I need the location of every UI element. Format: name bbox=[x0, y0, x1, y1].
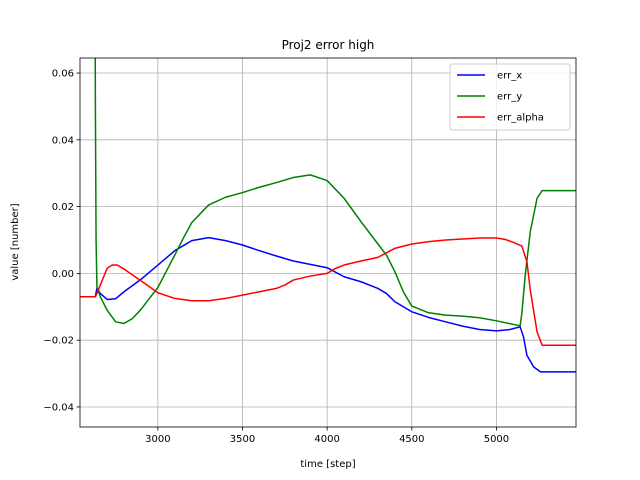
x-tick-label: 3000 bbox=[145, 434, 170, 445]
x-tick-label: 3500 bbox=[230, 434, 255, 445]
legend-label-err-y: err_y bbox=[497, 92, 522, 103]
x-axis-label: time [step] bbox=[300, 459, 355, 470]
x-tick-label: 4500 bbox=[399, 434, 424, 445]
series-lines bbox=[80, 58, 576, 373]
series-line-err-y bbox=[94, 58, 576, 327]
y-tick-label: 0.00 bbox=[52, 269, 74, 280]
x-tick-label: 5000 bbox=[484, 434, 509, 445]
series-line-err-alpha bbox=[80, 237, 576, 346]
y-tick-label: 0.04 bbox=[52, 135, 74, 146]
chart-title: Proj2 error high bbox=[282, 38, 375, 52]
x-tick-label: 4000 bbox=[314, 434, 339, 445]
legend-label-err-alpha: err_alpha bbox=[497, 113, 544, 124]
legend-frame bbox=[449, 63, 571, 131]
y-tick-label: 0.02 bbox=[52, 202, 74, 213]
y-tick-label: 0.06 bbox=[52, 69, 74, 80]
y-tick-label: −0.04 bbox=[43, 402, 74, 413]
plot-frame bbox=[79, 57, 577, 428]
series-line-err-x bbox=[80, 236, 576, 373]
legend: err_x err_y err_alpha bbox=[449, 63, 571, 131]
y-tick-label: −0.02 bbox=[43, 336, 74, 347]
legend-label-err-x: err_x bbox=[497, 71, 522, 82]
y-axis-label: value [number] bbox=[10, 203, 21, 280]
axis-ticks: 3000 3500 4000 4500 5000 −0.04 −0.02 0.00 0.02 0.… bbox=[43, 69, 509, 445]
